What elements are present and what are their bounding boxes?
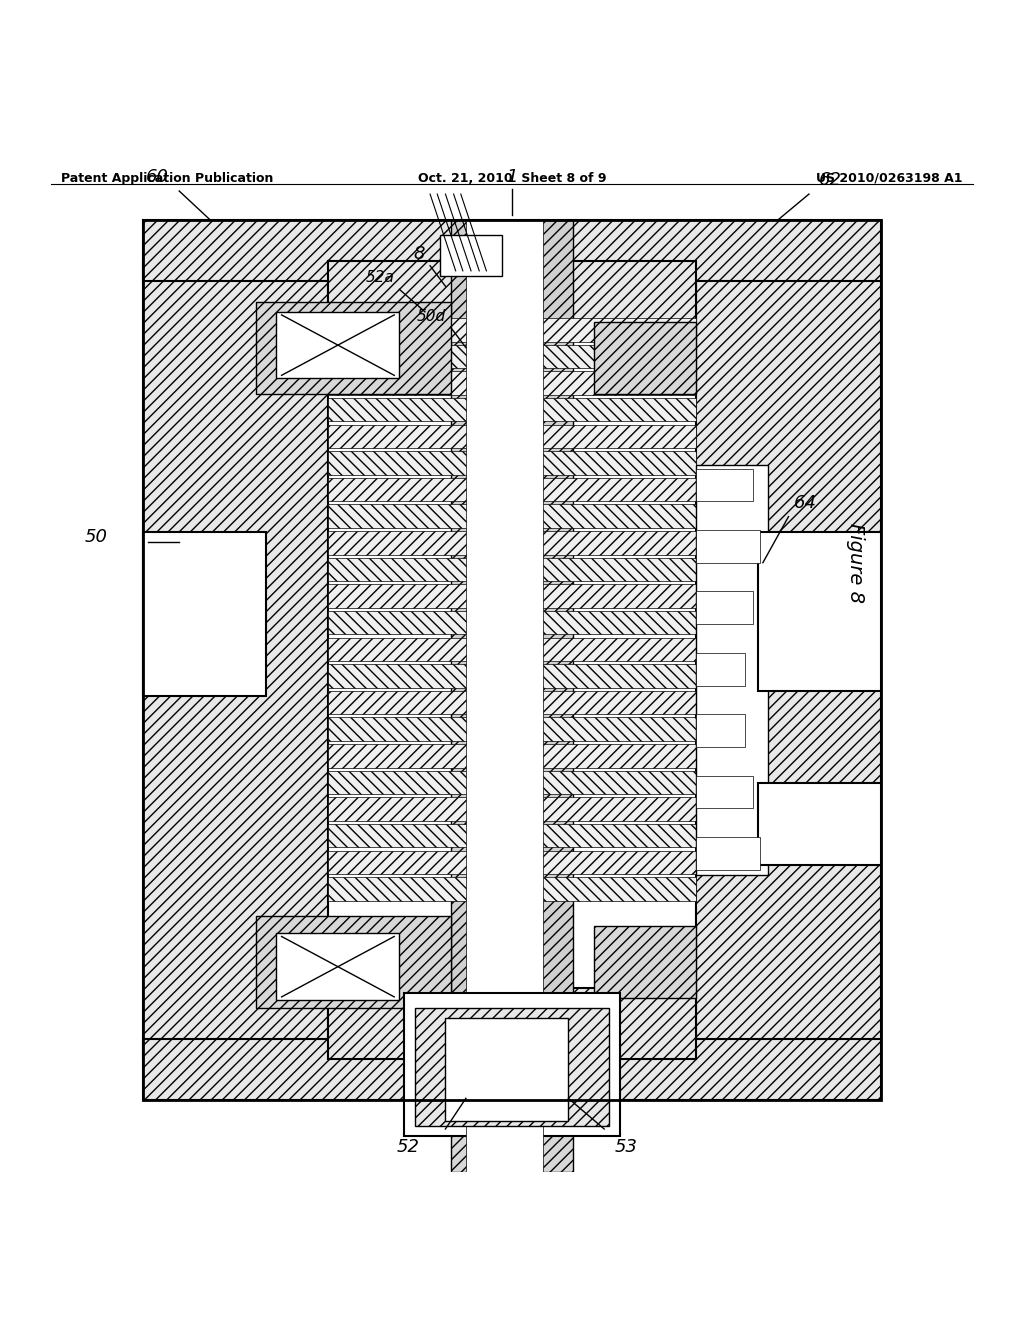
Bar xyxy=(328,824,696,847)
Text: 50: 50 xyxy=(85,528,108,546)
Bar xyxy=(143,1039,881,1101)
Bar xyxy=(594,927,696,998)
Bar xyxy=(256,301,451,393)
Bar xyxy=(404,993,620,1137)
Bar xyxy=(696,529,760,562)
Bar xyxy=(594,322,696,393)
Bar xyxy=(328,504,696,528)
Text: 50d: 50d xyxy=(417,309,445,325)
Text: 53: 53 xyxy=(614,1138,637,1156)
Bar xyxy=(758,783,881,865)
Text: 60: 60 xyxy=(146,168,169,186)
Bar xyxy=(328,397,696,421)
Bar xyxy=(328,425,696,447)
Bar xyxy=(143,219,881,281)
Bar xyxy=(328,318,696,342)
Bar xyxy=(696,466,768,875)
Bar xyxy=(328,664,696,688)
Bar xyxy=(466,1085,543,1172)
Bar xyxy=(328,878,696,900)
Bar xyxy=(143,219,881,1101)
Bar xyxy=(445,1019,568,1121)
Bar xyxy=(328,478,696,502)
Bar xyxy=(696,837,760,870)
Bar xyxy=(696,591,753,624)
Bar xyxy=(440,235,502,276)
Bar xyxy=(328,850,696,874)
Text: 52: 52 xyxy=(397,1138,420,1156)
Bar xyxy=(328,611,696,635)
Bar xyxy=(328,690,696,714)
Bar xyxy=(451,219,573,1101)
Bar xyxy=(696,714,745,747)
Bar xyxy=(328,638,696,661)
Text: 64: 64 xyxy=(794,494,816,512)
Text: Patent Application Publication: Patent Application Publication xyxy=(61,172,273,185)
Bar xyxy=(451,1090,573,1172)
Bar xyxy=(328,531,696,554)
Bar xyxy=(328,345,696,368)
Bar xyxy=(328,451,696,475)
Text: 52a: 52a xyxy=(366,271,394,285)
Bar xyxy=(328,797,696,821)
Bar xyxy=(328,558,696,581)
Bar xyxy=(328,718,696,741)
Bar xyxy=(256,916,451,1008)
Bar xyxy=(328,987,696,1060)
Bar xyxy=(758,532,881,690)
Text: 62: 62 xyxy=(819,172,842,189)
Bar xyxy=(415,1008,609,1126)
Bar xyxy=(328,771,696,795)
Text: 8: 8 xyxy=(414,244,425,263)
Text: Figure 8: Figure 8 xyxy=(846,523,864,603)
Bar xyxy=(696,469,753,502)
Bar xyxy=(466,219,543,1101)
Bar xyxy=(696,260,881,1060)
Text: Oct. 21, 2010  Sheet 8 of 9: Oct. 21, 2010 Sheet 8 of 9 xyxy=(418,172,606,185)
Bar xyxy=(143,260,328,1060)
Text: 1: 1 xyxy=(506,168,518,186)
Bar xyxy=(276,312,399,379)
Bar xyxy=(328,371,696,395)
Bar xyxy=(276,933,399,1001)
Bar xyxy=(328,744,696,767)
Bar xyxy=(328,260,696,333)
Bar xyxy=(328,585,696,607)
Bar xyxy=(143,532,266,696)
Bar xyxy=(696,653,745,685)
Text: US 2010/0263198 A1: US 2010/0263198 A1 xyxy=(816,172,963,185)
Bar xyxy=(696,776,753,808)
